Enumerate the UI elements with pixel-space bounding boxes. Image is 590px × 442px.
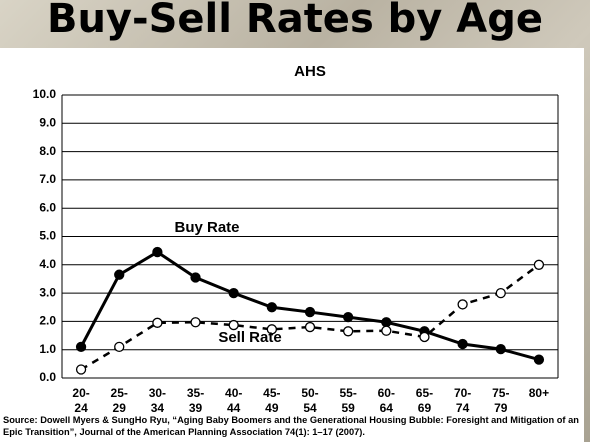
data-point xyxy=(152,246,163,258)
x-tick-label: 80+ xyxy=(529,386,549,400)
data-point xyxy=(533,259,545,270)
data-point xyxy=(152,317,163,328)
data-point xyxy=(266,302,277,313)
x-tick-label: 20-24 xyxy=(72,386,89,415)
y-tick-label: 5.0 xyxy=(39,229,56,243)
data-point xyxy=(343,326,354,337)
data-point xyxy=(228,319,239,331)
data-point xyxy=(381,317,392,328)
data-point xyxy=(304,306,316,318)
x-tick-label: 75-79 xyxy=(492,386,509,415)
series-line xyxy=(79,250,540,362)
x-tick-label: 25-29 xyxy=(111,386,128,415)
x-tick-label: 55-59 xyxy=(339,386,356,415)
y-tick-label: 10.0 xyxy=(33,87,57,101)
data-point xyxy=(114,341,125,353)
data-point xyxy=(190,317,201,328)
data-point xyxy=(495,343,506,355)
data-point xyxy=(457,299,468,310)
x-tick-label: 30-34 xyxy=(149,386,166,415)
data-point xyxy=(381,325,392,336)
slide-title: Buy-Sell Rates by Age xyxy=(46,0,544,42)
data-point xyxy=(343,312,354,323)
data-point xyxy=(266,324,277,335)
y-tick-label: 6.0 xyxy=(39,200,56,214)
data-point xyxy=(304,321,316,333)
x-tick-label: 35-39 xyxy=(187,386,204,415)
data-point xyxy=(75,341,87,353)
chart-panel xyxy=(0,48,584,442)
x-tick-label: 45-49 xyxy=(263,386,280,415)
chart-title: AHS xyxy=(294,63,326,80)
data-point xyxy=(495,287,506,299)
y-tick-label: 7.0 xyxy=(39,172,56,186)
series-label: Sell Rate xyxy=(218,329,281,346)
series-label: Buy Rate xyxy=(174,219,239,236)
data-point xyxy=(114,269,125,280)
y-tick-label: 4.0 xyxy=(39,257,56,271)
y-tick-label: 0.0 xyxy=(39,370,56,384)
y-tick-label: 8.0 xyxy=(39,144,56,158)
data-point xyxy=(190,272,201,283)
y-tick-label: 9.0 xyxy=(39,115,56,129)
data-point xyxy=(228,287,239,299)
y-tick-label: 2.0 xyxy=(39,314,56,328)
x-tick-label: 60-64 xyxy=(378,386,395,415)
y-tick-label: 1.0 xyxy=(39,342,56,356)
y-tick-label: 3.0 xyxy=(39,285,56,299)
data-point xyxy=(419,331,430,343)
x-tick-label: 65-69 xyxy=(416,386,433,415)
x-tick-label: 70-74 xyxy=(454,386,471,415)
data-point xyxy=(457,338,468,350)
x-tick-label: 40-44 xyxy=(225,386,242,415)
x-tick-label: 50-54 xyxy=(301,386,318,415)
source-note: Source: Dowell Myers & SungHo Ryu, “Agin… xyxy=(3,415,579,437)
data-point xyxy=(75,364,87,375)
data-point xyxy=(533,354,545,365)
